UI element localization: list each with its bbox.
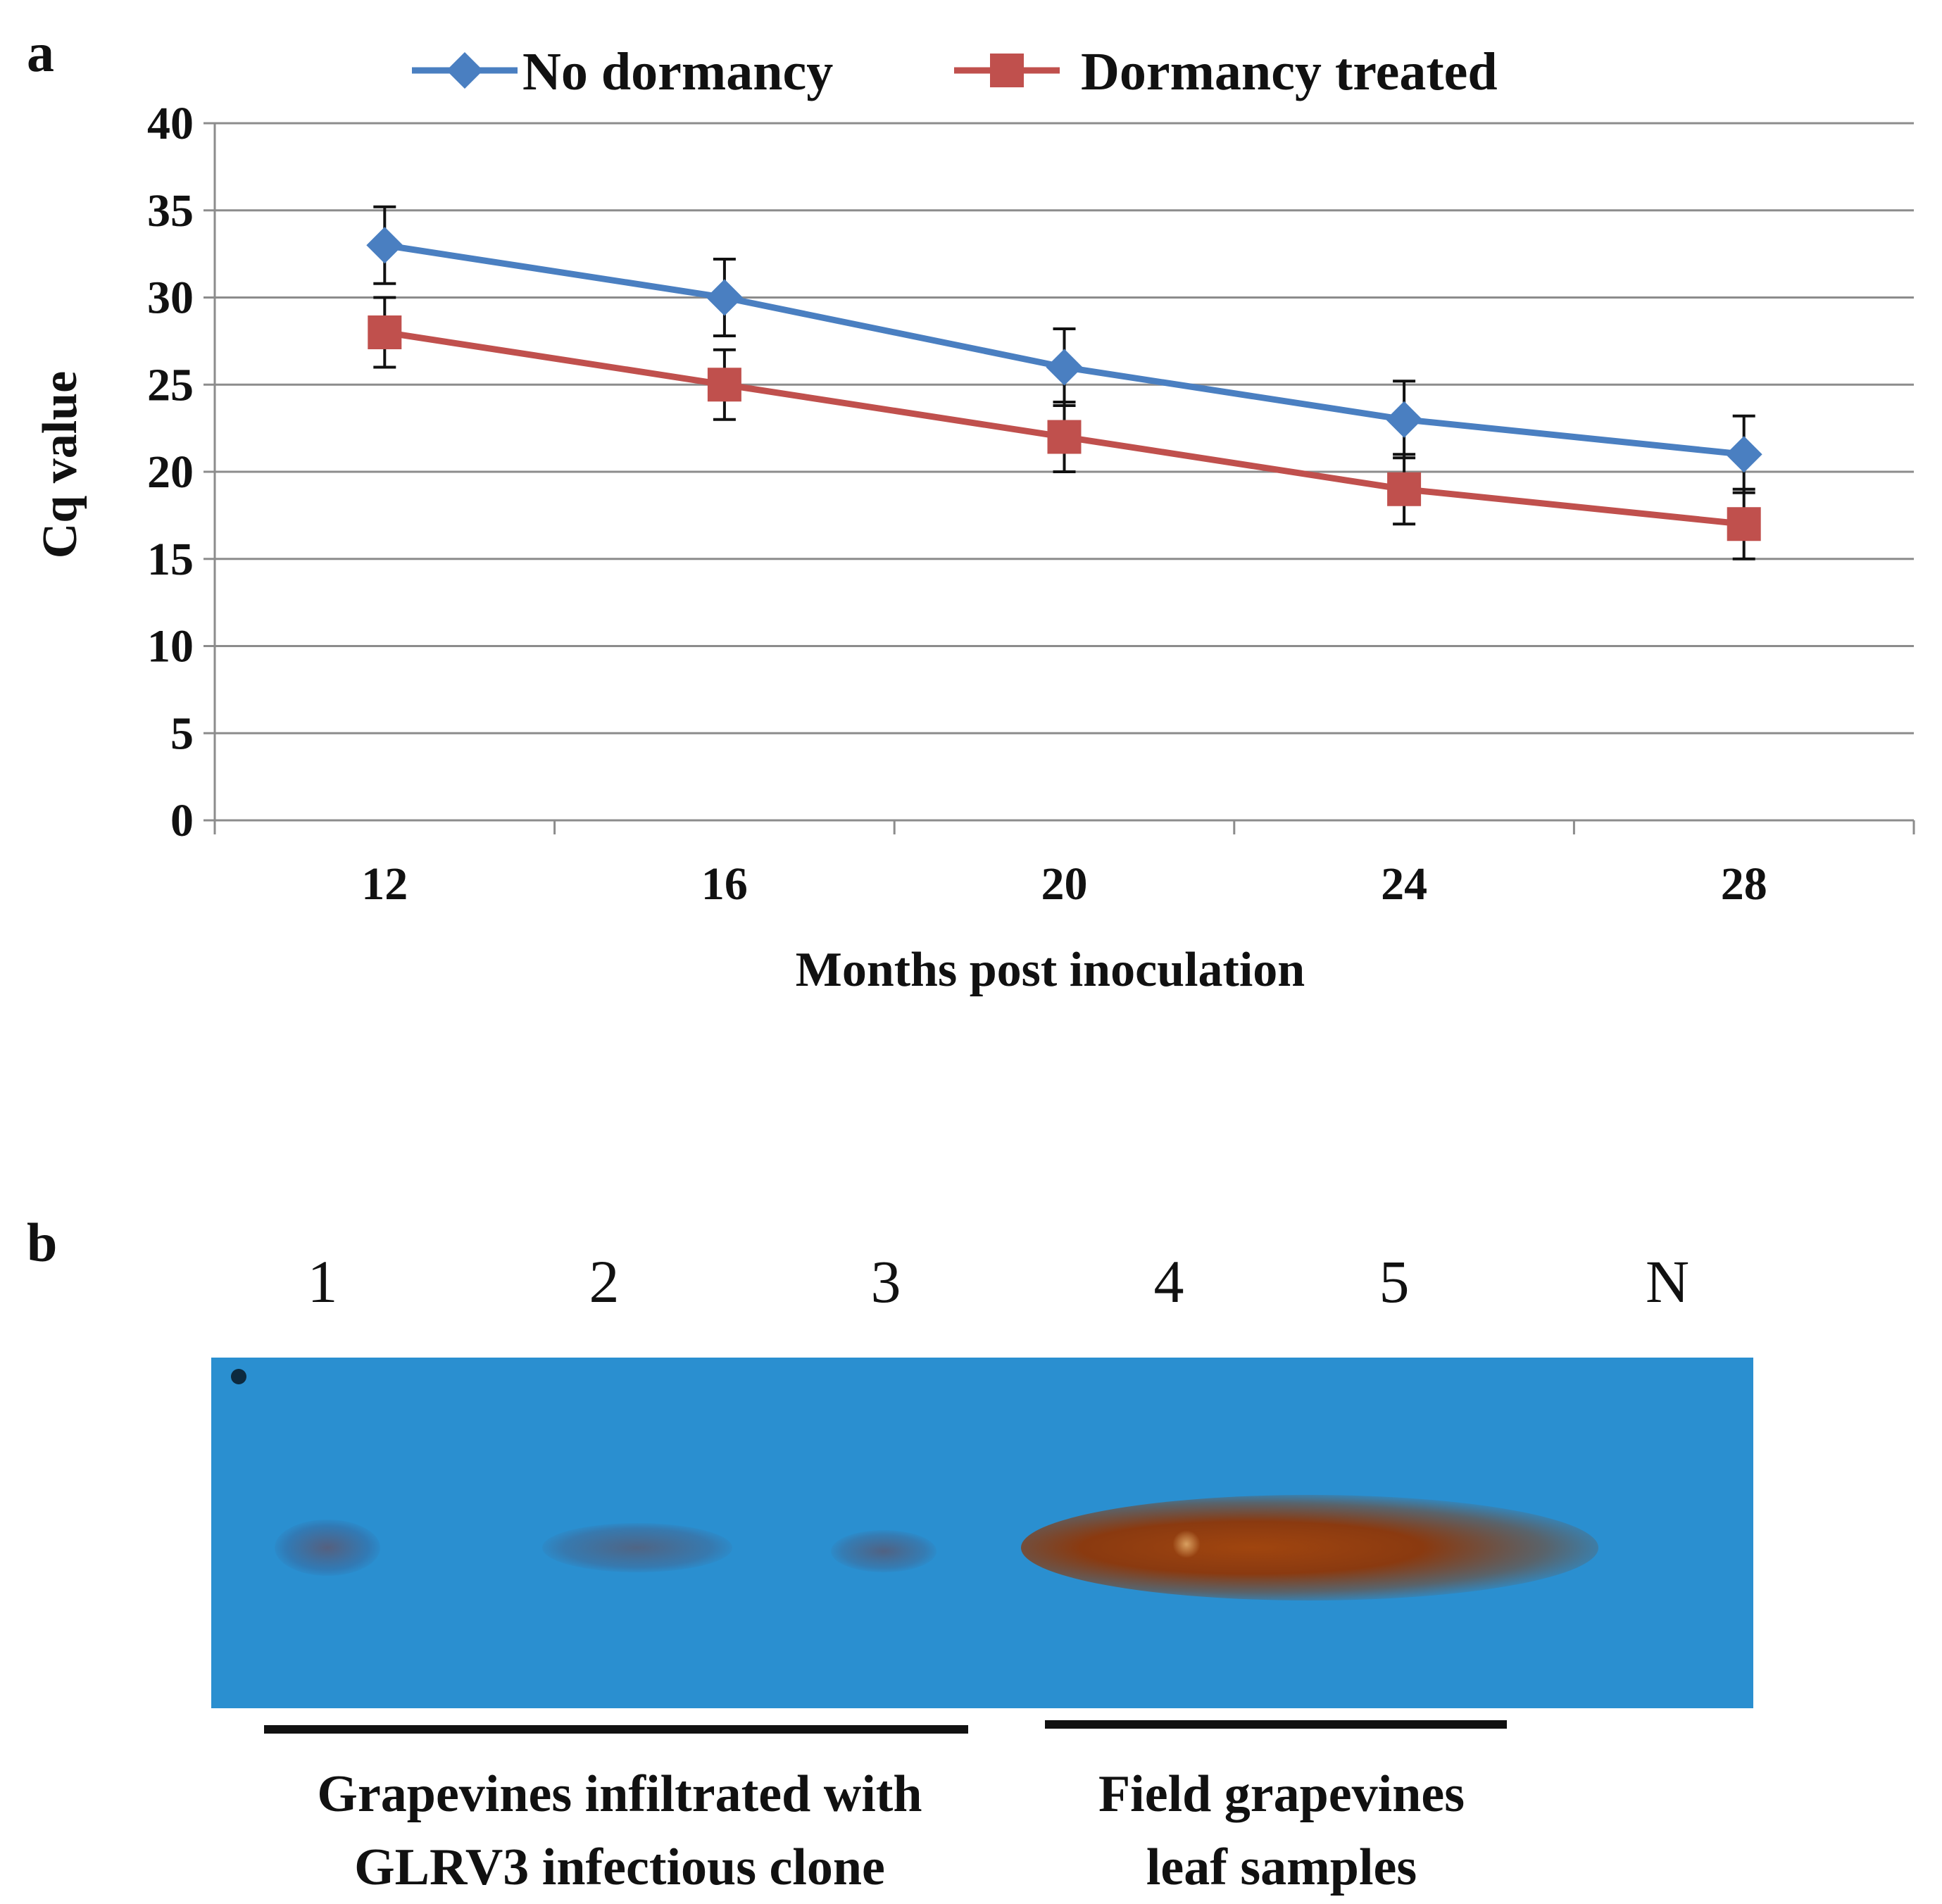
point-dormancy-treated-16 — [707, 368, 741, 402]
lane-label-3: 3 — [870, 1248, 901, 1315]
lane-label-1: 1 — [307, 1248, 338, 1315]
point-dormancy-treated-28 — [1727, 507, 1761, 541]
blot-band-lanes-4-5 — [1021, 1495, 1598, 1601]
point-no-dormancy-28 — [1725, 436, 1762, 473]
panel-b-label: b — [27, 1212, 58, 1273]
x-axis-title: Months post inoculation — [796, 943, 1305, 997]
group-label-infiltrated-line1: Grapevines infiltrated with — [317, 1765, 922, 1823]
point-no-dormancy-24 — [1386, 401, 1423, 438]
x-tick-label-20: 20 — [1041, 858, 1088, 910]
y-tick-label-0: 0 — [170, 795, 194, 846]
blot-band-lane-2 — [542, 1523, 732, 1572]
point-dormancy-treated-24 — [1387, 472, 1422, 506]
x-tick-label-24: 24 — [1381, 858, 1427, 910]
x-tick-label-16: 16 — [701, 858, 748, 910]
group-label-field-line2: leaf samples — [1146, 1839, 1417, 1896]
group-label-infiltrated: Grapevines infiltrated with GLRV3 infect… — [232, 1758, 1007, 1904]
group-label-field-line1: Field grapevines — [1098, 1765, 1465, 1823]
y-tick-label-30: 30 — [147, 273, 194, 324]
lane-label-5: 5 — [1379, 1248, 1410, 1315]
y-tick-label-10: 10 — [147, 621, 194, 672]
lane-label-4: 4 — [1153, 1248, 1184, 1315]
point-dormancy-treated-20 — [1047, 420, 1082, 454]
legend-marker-dormancy-treated — [990, 54, 1024, 87]
point-dormancy-treated-12 — [368, 315, 402, 349]
group-label-field: Field grapevines leaf samples — [1000, 1758, 1563, 1904]
x-tick-label-12: 12 — [361, 858, 408, 910]
legend-label-dormancy-treated: Dormancy treated — [1081, 42, 1498, 101]
lane-label-n: N — [1645, 1248, 1690, 1315]
group-label-infiltrated-line2: GLRV3 infectious clone — [354, 1839, 885, 1896]
panel-a-label: a — [27, 22, 54, 83]
blot-band-lane-1 — [275, 1520, 380, 1576]
group-underline-infiltrated — [264, 1725, 968, 1734]
y-tick-label-25: 25 — [147, 359, 194, 411]
point-no-dormancy-12 — [366, 227, 403, 264]
line-chart: 0 5 10 15 20 25 30 35 40 12 16 20 24 28 Months post in… — [33, 42, 1915, 997]
western-blot-image — [211, 1358, 1753, 1708]
lane-label-2: 2 — [589, 1248, 620, 1315]
y-tick-label-40: 40 — [147, 98, 194, 149]
y-tick-label-20: 20 — [147, 446, 194, 498]
blot-band-highlight — [1172, 1530, 1201, 1558]
group-underline-field — [1045, 1720, 1507, 1729]
y-axis-title: Cq value — [33, 371, 87, 558]
x-tick-label-28: 28 — [1721, 858, 1767, 910]
legend-label-no-dormancy: No dormancy — [522, 42, 833, 101]
y-tick-label-35: 35 — [147, 185, 194, 237]
point-no-dormancy-20 — [1046, 349, 1083, 386]
point-no-dormancy-16 — [706, 279, 743, 316]
y-tick-label-15: 15 — [147, 534, 194, 585]
y-tick-label-5: 5 — [170, 708, 194, 759]
legend-marker-no-dormancy — [446, 52, 483, 89]
blot-band-lane-3 — [831, 1530, 936, 1572]
blot-speck — [231, 1369, 246, 1384]
